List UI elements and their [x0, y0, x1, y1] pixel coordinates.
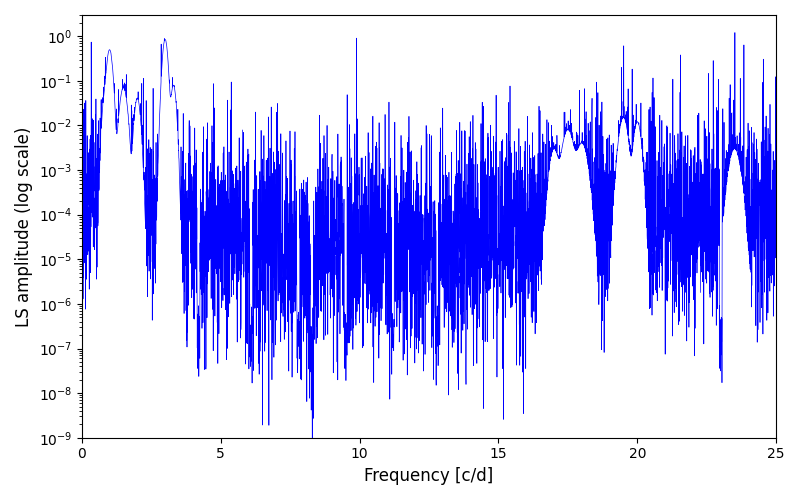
Y-axis label: LS amplitude (log scale): LS amplitude (log scale): [15, 126, 33, 326]
X-axis label: Frequency [c/d]: Frequency [c/d]: [364, 467, 494, 485]
